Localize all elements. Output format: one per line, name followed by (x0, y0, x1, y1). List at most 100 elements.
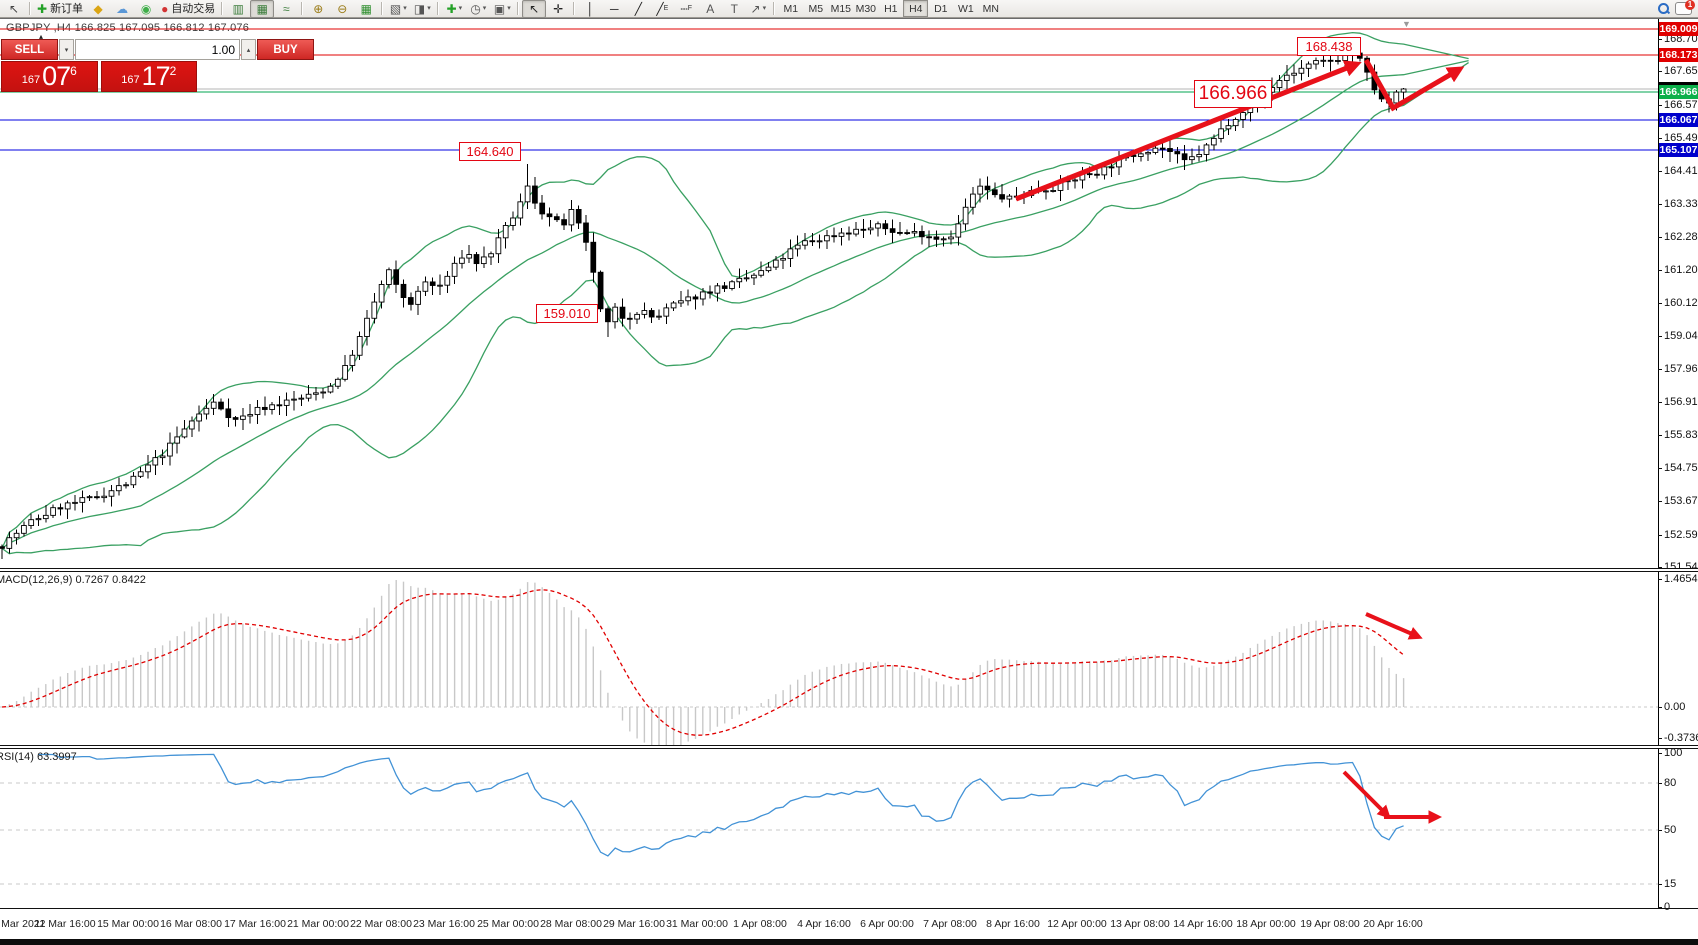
volume-increase-button[interactable]: ▴ (241, 39, 256, 60)
search-icon[interactable] (1658, 3, 1671, 15)
annotation-price-label: 164.640 (459, 142, 521, 161)
text-label-icon[interactable]: T (722, 0, 746, 18)
sell-price-handle: 167 (21, 74, 41, 86)
zoom-out-icon[interactable]: ⊖ (330, 0, 354, 18)
indicator-tick-dash (1658, 830, 1662, 831)
signal-icon-glyph: ◉ (140, 1, 152, 16)
price-tick-label: 156.910 (1664, 396, 1698, 408)
annotation-price-label: 166.966 (1194, 80, 1272, 108)
timeframe-button-m15[interactable]: M15 (830, 2, 852, 15)
gold-icon[interactable]: ◆ (86, 0, 110, 18)
price-tick-label: 165.490 (1664, 132, 1698, 144)
new-chart-icon-glyph: ▧ (389, 1, 402, 16)
chart-top-border (0, 18, 1698, 19)
new-order-button-label: 新订单 (50, 2, 84, 15)
gold-icon-glyph: ◆ (93, 1, 103, 16)
profiles-icon[interactable]: ◨ ▾ (410, 0, 434, 18)
time-axis-label: 7 Apr 08:00 (923, 918, 977, 930)
vertical-line-icon[interactable]: │ (578, 0, 602, 18)
indicators-icon[interactable]: ✚ ▾ (442, 0, 466, 18)
volume-decrease-button[interactable]: ▾ (59, 39, 74, 60)
zoom-in-icon[interactable]: ⊕ (306, 0, 330, 18)
time-axis-label: 31 Mar 00:00 (666, 918, 728, 930)
new-chart-icon[interactable]: ▧ ▾ (386, 0, 410, 18)
timeframe-button-m30[interactable]: M30 (855, 2, 877, 15)
price-tick-dash (1658, 402, 1662, 403)
sell-price-box[interactable]: 167 07 6 (1, 61, 98, 92)
rsi-panel-divider[interactable] (0, 745, 1698, 749)
timeframe-button-h1[interactable]: H1 (884, 2, 898, 15)
chart-area[interactable] (0, 18, 1698, 939)
templates-icon[interactable]: ▣ ▾ (490, 0, 514, 18)
price-tick-label: 164.410 (1664, 165, 1698, 177)
line-chart-icon-glyph: ≈ (283, 1, 290, 16)
toolbar-separator (381, 2, 384, 15)
indicator-tick-dash (1658, 579, 1662, 580)
macd-panel-divider[interactable] (0, 568, 1698, 572)
toolbar-separator (573, 2, 576, 15)
sell-button[interactable]: SELL (1, 39, 58, 60)
price-tick-label: 167.650 (1664, 65, 1698, 77)
trendline-icon[interactable]: ╱ (626, 0, 650, 18)
templates-icon-dropdown-arrow: ▾ (507, 4, 511, 12)
indicator-tick-label: 15 (1664, 878, 1677, 890)
timeframe-button-m1[interactable]: M1 (783, 2, 799, 15)
level-price-badge: 166.067 (1659, 113, 1698, 127)
templates-icon-glyph: ▣ (493, 1, 506, 16)
periods-icon[interactable]: ◷ ▾ (466, 0, 490, 18)
equidistant-channel-icon[interactable]: ╱ E (656, 1, 669, 16)
indicator-tick-label: 0 (1664, 901, 1671, 913)
chart-shift-marker[interactable]: ▼ (1402, 19, 1411, 29)
timeframe-button-h4[interactable]: H4 (903, 0, 929, 17)
level-price-badge: 165.107 (1659, 143, 1698, 157)
price-tick-dash (1658, 501, 1662, 502)
tile-windows-icon[interactable]: ▦ (354, 0, 378, 18)
timeframe-button-d1[interactable]: D1 (934, 2, 948, 15)
panel-collapse-arrow[interactable]: ▴ (39, 32, 44, 41)
time-axis-label: 29 Mar 16:00 (603, 918, 665, 930)
indicators-icon-glyph: ✚ (446, 1, 457, 16)
text-label-icon-glyph: T (730, 1, 738, 16)
auto-trading-button-label: 自动交易 (171, 2, 216, 15)
bar-chart-icon[interactable]: ▥ (226, 0, 250, 18)
timeframe-button-w1[interactable]: W1 (957, 2, 974, 15)
indicator-tick-label: -0.3736 (1664, 732, 1698, 744)
timeframe-button-m5[interactable]: M5 (808, 2, 824, 15)
buy-price-box[interactable]: 167 17 2 (100, 61, 197, 92)
horizontal-line-icon[interactable]: ─ (602, 0, 626, 18)
toolbar-separator (221, 2, 224, 15)
line-chart-icon[interactable]: ≈ (274, 0, 298, 18)
arrows-icon[interactable]: ↗ ▾ (746, 0, 770, 18)
indicator-tick-dash (1658, 753, 1662, 754)
crosshair-icon[interactable]: ✛ (546, 0, 570, 18)
notifications-icon[interactable]: 1 (1675, 0, 1695, 15)
buy-button[interactable]: BUY (257, 39, 314, 60)
pointer-icon[interactable]: ↖ (2, 0, 26, 18)
volume-input[interactable] (75, 39, 240, 60)
time-axis-label: 20 Apr 16:00 (1363, 918, 1423, 930)
indicator-tick-label: 80 (1664, 777, 1677, 789)
new-order-button[interactable]: ✚ 新订单 (34, 0, 86, 18)
auto-trading-button[interactable]: ● 自动交易 (158, 0, 218, 18)
buy-price-main: 17 (141, 61, 171, 91)
candle-chart-icon-glyph: ▦ (256, 1, 268, 16)
indicator-tick-dash (1658, 707, 1662, 708)
price-tick-label: 152.590 (1664, 529, 1698, 541)
text-icon[interactable]: A (698, 0, 722, 18)
periods-icon-dropdown-arrow: ▾ (482, 4, 487, 12)
fibonacci-icon[interactable]: ┄ F (680, 1, 693, 16)
candle-chart-icon[interactable]: ▦ (250, 0, 275, 18)
indicators-icon-dropdown-arrow: ▾ (458, 4, 463, 12)
cloud-icon[interactable]: ☁ (110, 0, 134, 18)
cursor-icon[interactable]: ↖ (522, 0, 547, 18)
trendline-icon-glyph: ╱ (634, 1, 642, 16)
one-click-trading-panel: ▴ SELL ▾ ▴ BUY 167 07 6 167 17 2 (1, 32, 314, 92)
cloud-icon-glyph: ☁ (116, 1, 129, 16)
timeframe-button-mn[interactable]: MN (982, 2, 999, 15)
price-tick-dash (1658, 39, 1662, 40)
annotation-price-label: 159.010 (536, 304, 598, 323)
signal-icon[interactable]: ◉ (134, 0, 158, 18)
time-axis-label: 15 Mar 00:00 (97, 918, 159, 930)
